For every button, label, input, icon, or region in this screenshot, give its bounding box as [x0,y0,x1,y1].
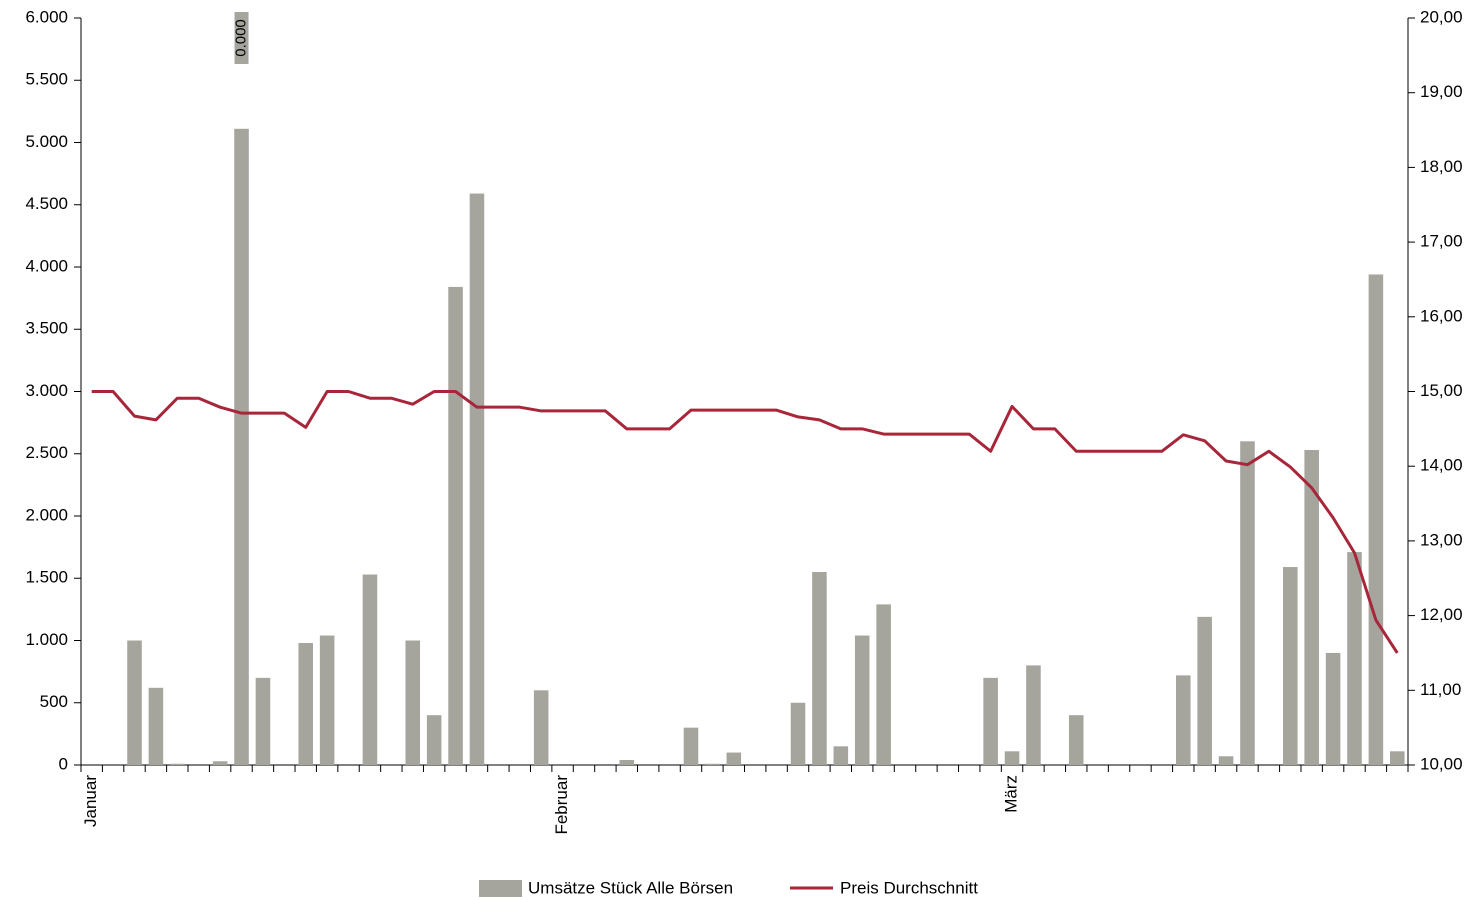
y2-tick-label: 18,00 [1420,157,1463,176]
y-tick-label: 1.000 [25,630,68,649]
y-tick-label: 2.500 [25,443,68,462]
bar [1004,751,1020,765]
y-tick-label: 3.500 [25,319,68,338]
bar [619,760,635,765]
bar [234,128,249,765]
bar [1197,616,1212,765]
x-tick-label: Januar [81,775,100,827]
bar [448,286,463,765]
bar [876,604,891,765]
y2-tick-label: 15,00 [1420,381,1463,400]
bar [790,702,806,765]
x-tick-label: Februar [552,775,571,835]
bar [255,677,271,765]
bar [319,635,335,765]
bar [705,763,720,765]
bar [1175,675,1191,765]
bar [148,687,164,765]
annotation: 0.000 [232,19,249,57]
bar [426,715,442,765]
y2-tick-label: 13,00 [1420,530,1463,549]
bar [298,642,314,765]
y-tick-label: 4.000 [25,256,68,275]
x-tick-label: März [1002,775,1021,813]
line [91,390,1399,654]
y-tick-label: 2.000 [25,505,68,524]
y-tick-label: 0 [59,754,68,773]
bar [983,677,998,765]
y2-tick-label: 10,00 [1420,754,1463,773]
bar [1368,274,1384,765]
bar [1218,756,1234,765]
bar [1283,567,1298,765]
bar [683,727,699,765]
y2-tick-label: 20,00 [1420,7,1463,26]
bar [405,640,421,765]
bar [1304,450,1319,765]
bar [127,640,142,765]
legend-label: Preis Durchschnitt [840,878,978,897]
y2-tick-label: 12,00 [1420,605,1463,624]
bar [1325,652,1341,765]
bar [212,761,228,765]
legend-label: Umsätze Stück Alle Börsen [528,878,733,897]
bar [854,635,870,765]
y2-tick-label: 14,00 [1420,456,1463,475]
bar [1347,552,1362,765]
y2-tick-label: 11,00 [1420,680,1461,699]
y2-tick-label: 16,00 [1420,306,1463,325]
bar [533,690,549,765]
legend-swatch [479,880,522,897]
bar [812,572,827,765]
bar [362,574,378,765]
bar [1068,715,1084,765]
y2-tick-label: 19,00 [1420,82,1463,101]
bar [1390,751,1405,765]
y-tick-label: 1.500 [25,568,68,587]
bar [1026,665,1041,765]
bar [170,763,185,765]
bar [726,752,742,765]
bar [1240,441,1255,765]
y-tick-label: 5.500 [25,70,68,89]
y-tick-label: 500 [40,692,68,711]
y-tick-label: 5.000 [25,132,68,151]
bar [833,746,849,765]
y2-tick-label: 17,00 [1420,232,1463,251]
y-tick-label: 4.500 [25,194,68,213]
y-tick-label: 3.000 [25,381,68,400]
bar [469,193,485,766]
y-tick-label: 6.000 [25,7,68,26]
annotation-box [234,12,249,64]
